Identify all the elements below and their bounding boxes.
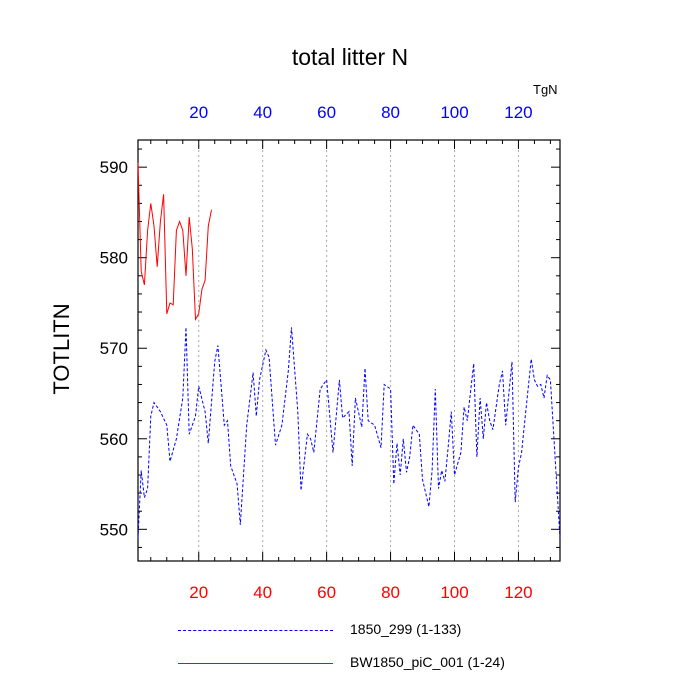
x-tick-label-top-4: 100 — [440, 103, 468, 122]
y-tick-label-1: 560 — [100, 430, 128, 449]
x-tick-label-bottom-5: 120 — [504, 583, 532, 602]
x-tick-label-bottom-1: 40 — [253, 583, 272, 602]
legend-label-series-0: 1850_299 (1-133) — [350, 621, 462, 637]
x-tick-label-top-5: 120 — [504, 103, 532, 122]
plot-frame — [137, 139, 561, 562]
y-tick-label-4: 590 — [100, 158, 128, 177]
x-tick-label-top-2: 60 — [317, 103, 336, 122]
top-axis-unit-label: TgN — [533, 82, 558, 97]
x-tick-label-top-3: 80 — [381, 103, 400, 122]
legend-label-series-1: BW1850_piC_001 (1-24) — [350, 654, 505, 670]
x-tick-label-bottom-2: 60 — [317, 583, 336, 602]
x-tick-label-top-1: 40 — [253, 103, 272, 122]
legend-line-series-0 — [178, 630, 333, 631]
chart-title: total litter N — [291, 44, 409, 70]
x-tick-label-bottom-3: 80 — [381, 583, 400, 602]
y-tick-label-2: 570 — [100, 339, 128, 358]
x-tick-label-bottom-4: 100 — [440, 583, 468, 602]
y-tick-label-3: 580 — [100, 249, 128, 268]
y-tick-label-0: 550 — [100, 520, 128, 539]
x-tick-label-top-0: 20 — [189, 103, 208, 122]
series-line-1 — [137, 162, 212, 322]
legend-line-series-1 — [178, 663, 333, 664]
x-tick-label-bottom-0: 20 — [189, 583, 208, 602]
series-line-0 — [137, 327, 561, 539]
